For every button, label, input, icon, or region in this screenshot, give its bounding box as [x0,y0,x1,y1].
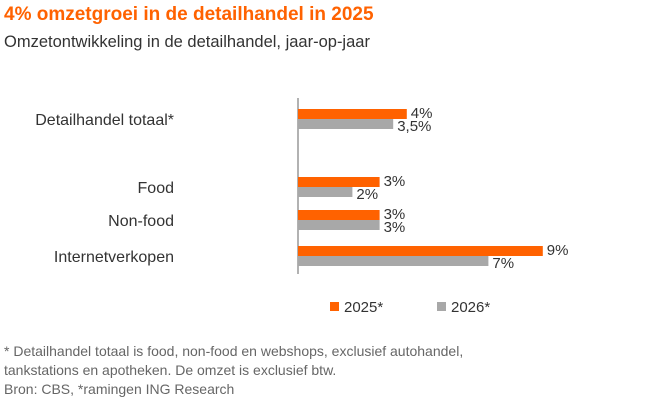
legend-label: 2025* [344,299,383,316]
chart-title: 4% omzetgroei in de detailhandel in 2025 [4,4,374,25]
data-label: 3,5% [397,118,431,135]
legend-swatch-2025 [330,302,339,311]
category-label: Non-food [108,213,174,230]
data-label: 3% [384,219,406,236]
bar-2026-1 [298,187,353,197]
footnote-line-2: tankstations en apotheken. De omzet is e… [4,362,337,378]
bar-2026-0 [298,119,394,129]
bar-2025-1 [298,177,380,187]
category-label: Detailhandel totaal* [35,112,174,129]
data-label: 7% [492,255,514,272]
data-label: 2% [356,186,378,203]
data-label: 3% [384,173,406,190]
footnote-line-1: * Detailhandel totaal is food, non-food … [4,343,464,359]
data-label: 4% [411,105,433,122]
legend-swatch-2026 [437,302,446,311]
data-label: 9% [547,242,569,259]
bar-2025-0 [298,109,407,119]
legend-label: 2026* [451,299,490,316]
bar-2026-3 [298,256,489,266]
bar-2026-2 [298,220,380,230]
data-label: 3% [384,206,406,223]
bar-2025-3 [298,246,543,256]
bar-2025-2 [298,210,380,220]
chart-subtitle: Omzetontwikkeling in de detailhandel, ja… [4,33,370,51]
footnote: * Detailhandel totaal is food, non-food … [4,342,463,399]
source-line: Bron: CBS, *ramingen ING Research [4,381,235,397]
category-label: Food [138,180,174,197]
category-label: Internetverkopen [54,249,174,266]
